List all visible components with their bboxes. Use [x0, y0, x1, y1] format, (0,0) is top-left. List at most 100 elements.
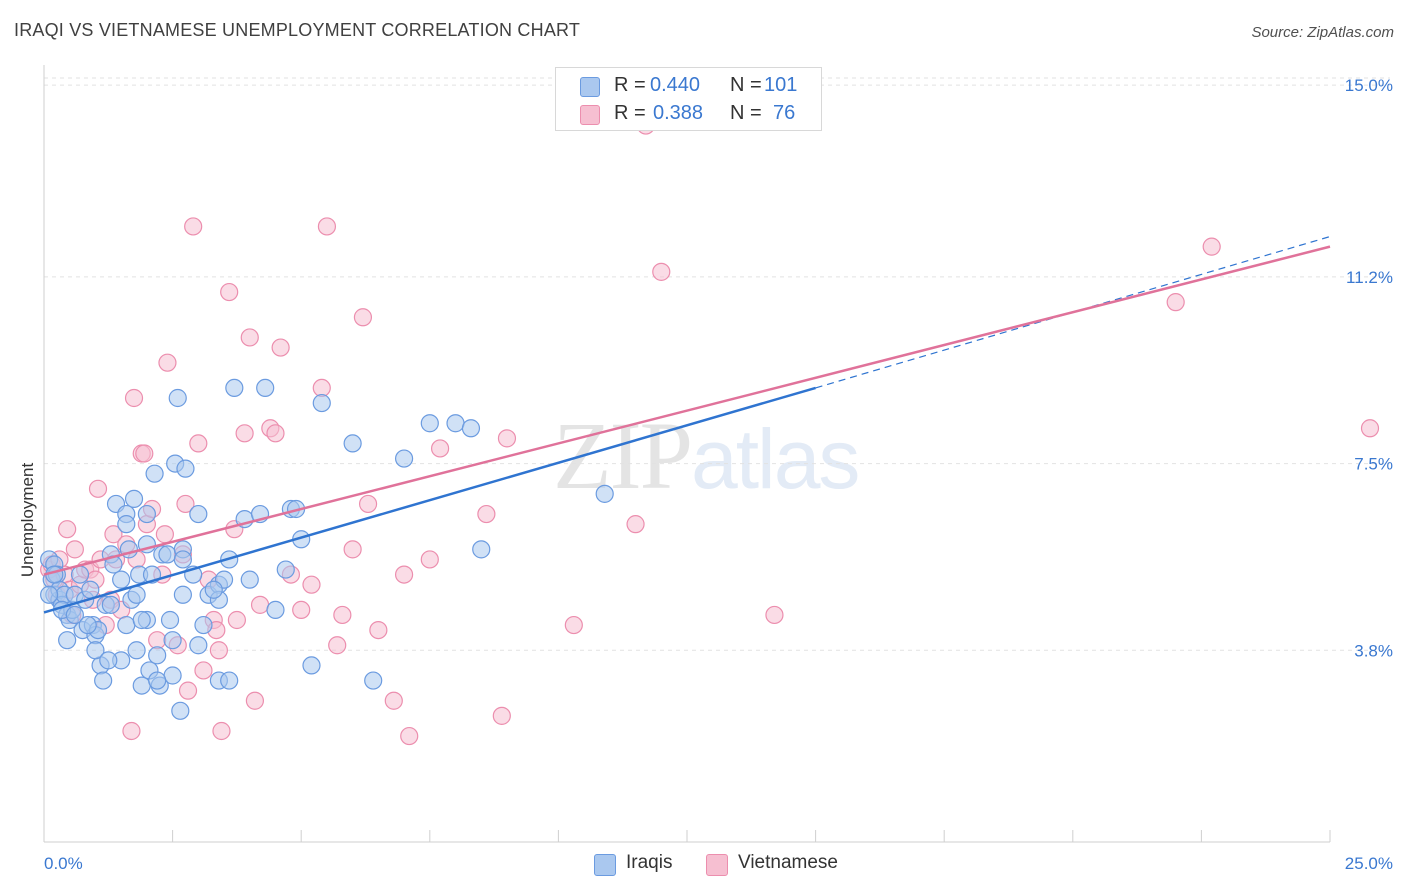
- vietnamese-point: [384, 691, 403, 710]
- vietnamese-point: [333, 605, 352, 625]
- iraqis-swatch: [580, 77, 600, 97]
- iraqi-point: [220, 671, 239, 690]
- legend-label-iraqis: Iraqis: [626, 852, 673, 873]
- vietnamese-point: [302, 575, 321, 594]
- iraqi-points: [40, 378, 614, 720]
- vietnamese-point: [158, 353, 177, 372]
- vietnamese-point: [492, 706, 511, 725]
- iraqi-point: [148, 671, 167, 690]
- iraqi-point: [163, 631, 182, 650]
- iraqi-point: [132, 676, 151, 695]
- iraqi-point: [81, 580, 100, 599]
- vietnamese-point: [1166, 293, 1185, 312]
- iraqi-point: [58, 631, 77, 650]
- axes: [43, 65, 1331, 843]
- r-value: 0.388: [653, 102, 704, 124]
- iraqi-point: [78, 615, 97, 635]
- vietnamese-point: [626, 515, 645, 534]
- stats-row-vietnamese: R = 0.388 N = 76: [556, 100, 821, 128]
- y-axis-label: Unemployment: [18, 462, 37, 578]
- iraqi-point: [163, 666, 182, 685]
- vietnamese-point: [65, 540, 84, 559]
- iraqi-point: [240, 570, 259, 589]
- x-tick-label: 0.0%: [44, 854, 83, 873]
- watermark-zip: ZIP: [553, 402, 693, 509]
- legend-swatch-iraqis: [594, 854, 616, 876]
- vietnamese-point: [477, 504, 496, 524]
- vietnamese-point: [194, 661, 213, 680]
- iraqi-point: [189, 504, 208, 524]
- iraqi-point: [173, 550, 192, 569]
- vietnamese-point: [209, 641, 228, 660]
- vietnamese-point: [652, 262, 671, 281]
- vietnamese-point: [122, 721, 141, 741]
- iraqi-point: [127, 585, 146, 604]
- iraqi-point: [148, 646, 167, 665]
- iraqi-point: [312, 393, 331, 413]
- y-axis-label-wrap: Unemployment: [8, 360, 48, 680]
- iraqi-point: [86, 641, 105, 660]
- r-label: R =: [614, 102, 646, 124]
- source-label: Source: ZipAtlas.com: [1251, 24, 1394, 41]
- iraqi-point: [364, 671, 383, 690]
- iraqi-point: [176, 459, 195, 478]
- iraqi-point: [65, 605, 84, 625]
- vietnamese-point: [394, 565, 414, 584]
- chart-title: IRAQI VS VIETNAMESE UNEMPLOYMENT CORRELA…: [14, 20, 581, 40]
- iraqi-point: [266, 600, 285, 620]
- n-label: N =: [730, 102, 762, 124]
- tick-labels: 3.8% 7.5% 11.2% 15.0% 0.0% 25.0%: [44, 76, 1393, 873]
- iraqi-point: [276, 560, 295, 579]
- watermark-atlas: atlas: [691, 412, 860, 506]
- iraqi-point: [124, 489, 144, 509]
- vietnamese-point: [135, 444, 154, 463]
- iraqi-point: [145, 464, 164, 483]
- iraqi-point: [70, 565, 90, 584]
- vietnamese-point: [420, 550, 439, 569]
- vietnamese-point: [369, 620, 388, 640]
- iraqi-point: [160, 610, 180, 630]
- iraqi-point: [112, 570, 131, 589]
- vietnamese-point: [358, 494, 378, 514]
- iraqi-point: [394, 449, 414, 468]
- iraqi-point: [194, 615, 213, 635]
- vietnamese-point: [245, 691, 265, 710]
- watermark: ZIPatlas: [553, 400, 860, 511]
- iraqi-point: [173, 585, 192, 604]
- iraqi-point: [595, 484, 614, 503]
- iraqi-point: [256, 378, 275, 398]
- n-value: 101: [764, 74, 798, 96]
- vietnamese-point: [124, 388, 144, 408]
- iraqi-point: [132, 610, 151, 630]
- vietnamese-point: [104, 525, 123, 544]
- iraqi-point: [171, 701, 190, 720]
- y-tick-label: 15.0%: [1345, 76, 1393, 95]
- stats-legend: R = 0.440 N = 101 R = 0.388 N = 76: [555, 67, 822, 131]
- iraqi-point: [127, 641, 146, 660]
- vietnamese-point: [292, 600, 311, 620]
- vietnamese-swatch: [580, 105, 600, 125]
- vietnamese-point: [155, 525, 174, 544]
- vietnamese-point: [271, 338, 290, 357]
- r-value: 0.440: [650, 74, 701, 96]
- iraqi-point: [420, 414, 439, 433]
- iraqi-point: [343, 434, 362, 453]
- iraqi-point: [117, 515, 136, 534]
- vietnamese-point: [220, 282, 239, 302]
- vietnamese-point: [312, 378, 331, 398]
- iraqi-point: [204, 580, 223, 599]
- vietnamese-point: [227, 610, 246, 630]
- iraqi-point: [101, 595, 120, 614]
- vietnamese-point: [765, 605, 784, 625]
- y-tick-label: 3.8%: [1354, 641, 1393, 660]
- grid-lines: [44, 77, 1390, 651]
- vietnamese-point: [343, 540, 362, 559]
- vietnamese-point: [184, 217, 203, 236]
- vietnamese-point: [58, 520, 77, 539]
- iraqi-point: [461, 419, 481, 438]
- vietnamese-point: [189, 434, 208, 453]
- iraqi-point: [99, 651, 118, 670]
- iraqi-point: [40, 585, 59, 604]
- vietnamese-point: [88, 479, 108, 498]
